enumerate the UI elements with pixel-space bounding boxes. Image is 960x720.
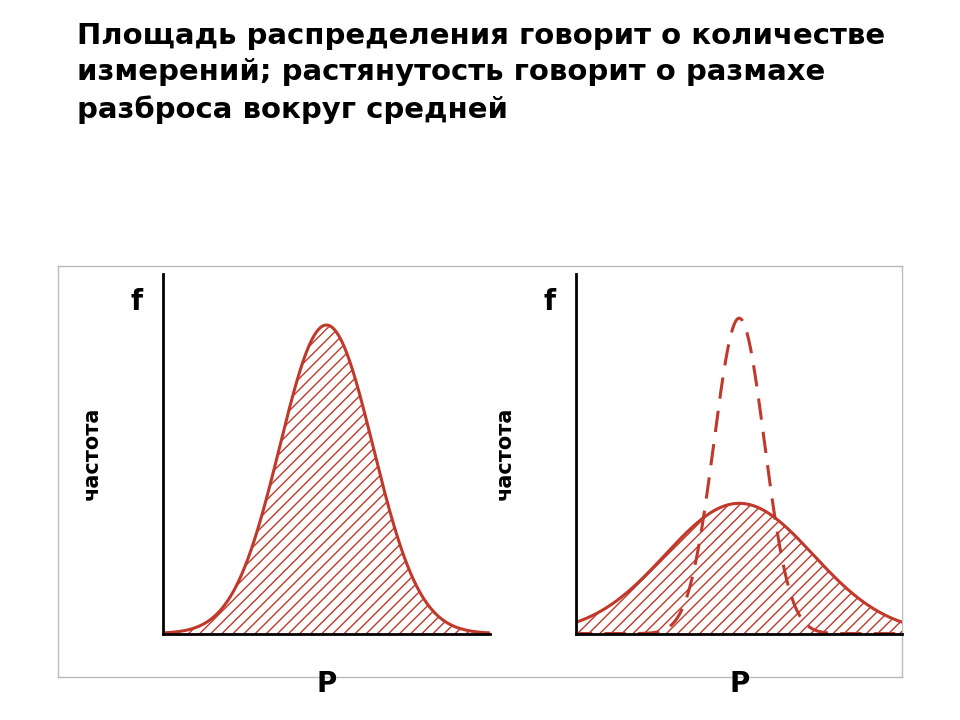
Text: f: f bbox=[131, 288, 143, 316]
Text: частота: частота bbox=[82, 407, 102, 500]
Text: Площадь распределения говорит о количестве
измерений; растянутость говорит о раз: Площадь распределения говорит о количест… bbox=[77, 22, 885, 124]
Text: P: P bbox=[729, 670, 750, 698]
Text: частота: частота bbox=[494, 407, 515, 500]
Text: P: P bbox=[316, 670, 337, 698]
Text: f: f bbox=[543, 288, 556, 316]
